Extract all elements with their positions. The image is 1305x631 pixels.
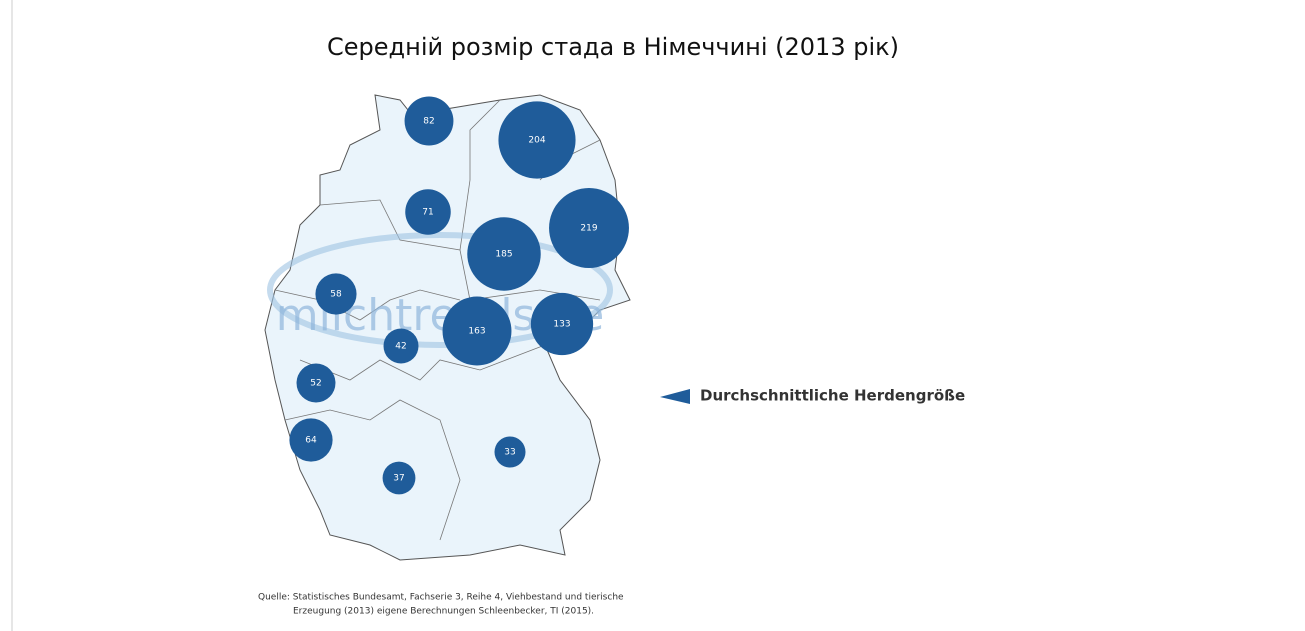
bubble-label: 204 <box>528 136 545 146</box>
bubble <box>498 101 576 179</box>
bubble-label: 52 <box>310 379 321 389</box>
bubble <box>467 217 541 291</box>
bubble-label: 163 <box>468 327 485 337</box>
bubble <box>404 96 454 146</box>
bubble <box>530 292 594 356</box>
watermark-swoosh <box>267 232 613 348</box>
bubble-label: 133 <box>553 320 570 330</box>
bubble <box>382 461 416 495</box>
bubble-label: 82 <box>423 117 434 127</box>
bubble <box>549 188 629 268</box>
bubble-label: 71 <box>422 208 433 218</box>
source-line: Erzeugung (2013) eigene Berechnungen Sch… <box>293 607 594 617</box>
bubble <box>405 189 451 235</box>
legend-label: Durchschnittliche Herdengröße <box>700 387 965 405</box>
bubble-label: 64 <box>305 436 317 446</box>
bubble <box>383 328 419 364</box>
bubble-label: 33 <box>504 448 515 458</box>
title: Середній розмір стада в Німеччині (2013 … <box>327 33 899 61</box>
bubble-label: 37 <box>393 474 404 484</box>
bubble-label: 42 <box>395 342 406 352</box>
bubble <box>315 273 357 315</box>
bubble-label: 58 <box>330 290 342 300</box>
bubble <box>494 436 526 468</box>
legend-marker <box>660 389 690 404</box>
bubble-label: 219 <box>580 224 597 234</box>
bubble <box>296 363 336 403</box>
bubble <box>442 296 512 366</box>
source-line: Quelle: Statistisches Bundesamt, Fachser… <box>258 593 624 603</box>
bubble <box>289 418 333 462</box>
bubble-label: 185 <box>495 250 512 260</box>
